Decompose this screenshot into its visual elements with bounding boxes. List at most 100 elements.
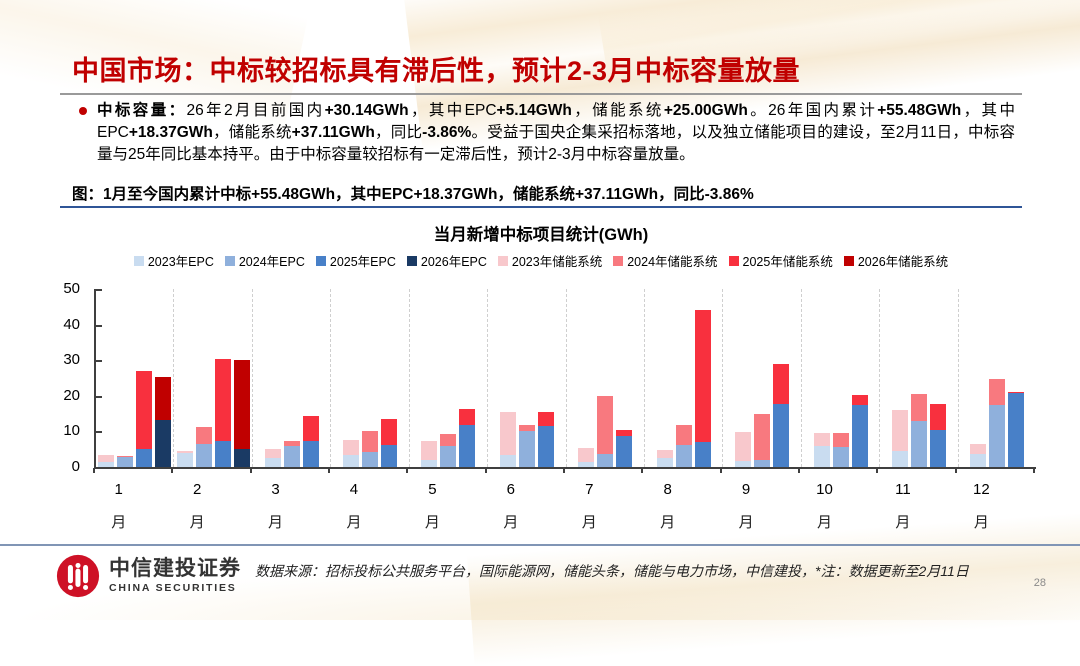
epc-segment [910,420,927,467]
epc-segment [136,449,153,467]
storage-segment [342,440,359,456]
stacked-bar [214,358,231,467]
storage-segment [155,376,172,420]
chart-legend: 2023年EPC 2024年EPC 2025年EPC 2026年EPC 2023年储能系… [60,251,1022,270]
epc-segment [832,447,849,467]
legend-label: 2024年储能系统 [627,255,718,269]
caption-divider [60,206,1022,208]
epc-segment [421,459,438,467]
x-axis-label: 2 [192,481,202,498]
summary-segment: ，同比 [374,124,423,141]
china-securities-logo-icon [56,554,100,598]
legend-item: 2024年EPC [224,251,305,270]
storage-segment [773,364,790,405]
x-axis-label: 9 [741,481,751,498]
month-group-11: 11 月 [880,289,959,531]
stacked-bar [459,408,476,467]
legend-label: 2023年EPC [147,255,214,269]
legend-label: 2024年EPC [238,255,305,269]
storage-segment [597,395,614,454]
epc-segment [233,448,250,467]
legend-swatch-icon [728,255,739,266]
epc-segment [214,441,231,467]
legend-swatch-icon [613,255,624,266]
storage-segment [361,431,378,452]
epc-segment [597,453,614,467]
epc-segment [499,454,516,467]
x-axis-label-suffix: 月 [189,514,205,531]
storage-segment [735,432,752,461]
storage-segment [195,427,212,444]
epc-segment [117,457,134,467]
summary-segment: ，储能系统 [212,124,292,141]
storage-segment [851,395,868,406]
data-source-note: 数据来源：招标投标公共服务平台，国际能源网，储能头条，储能与电力市场，中信建投，… [255,563,969,579]
storage-segment [832,433,849,448]
stacked-bar [616,430,633,467]
epc-segment [302,440,319,467]
storage-segment [970,444,987,455]
chart-title: 当月新增中标项目统计(GWh) [433,226,649,244]
x-axis-label-suffix: 月 [111,514,127,531]
y-axis-label: 40 [63,315,80,333]
epc-segment [283,445,300,467]
summary-segment: ，储能系统 [571,102,664,119]
storage-segment [421,441,438,460]
x-axis-label-suffix: 月 [817,514,833,531]
stacked-bar [518,424,535,467]
x-axis-tickmark [249,468,252,473]
y-axis-label: 20 [63,386,80,404]
legend-label: 2025年EPC [329,255,396,269]
bullet-marker [79,107,87,115]
x-axis-tickmark [798,468,800,473]
stacked-bar [440,433,457,467]
x-axis-tickmark [563,468,565,473]
legend-item: 2025年EPC [315,251,396,270]
stacked-bar [578,447,595,467]
storage-segment [656,450,673,458]
epc-segment [380,445,397,467]
epc-segment [929,429,946,467]
stacked-bar [499,411,516,467]
epc-segment [176,452,193,467]
epc-segment [989,405,1006,467]
y-axis-label: 30 [63,351,80,369]
legend-item: 2025年储能系统 [728,251,833,270]
stacked-bar [176,451,193,467]
figure-caption: 图：1月至今国内累计中标+55.48GWh，其中EPC+18.37GWh，储能系… [72,186,754,203]
stacked-bar [597,395,614,467]
storage-segment [499,411,516,455]
stacked-bar [813,433,830,467]
epc-segment [891,451,908,467]
storage-segment [694,310,711,443]
legend-item: 2026年储能系统 [843,251,948,270]
stacked-bar [264,448,281,467]
legend-item: 2023年EPC [133,251,214,270]
stacked-bar [283,441,300,467]
storage-segment [989,379,1006,406]
stacked-bar [754,414,771,467]
stacked-bar [421,441,438,467]
stacked-bar [970,444,987,467]
epc-segment [616,436,633,467]
x-axis-label-suffix: 月 [346,514,362,531]
legend-item: 2023年储能系统 [497,251,602,270]
storage-segment [537,412,554,427]
epc-segment [361,452,378,467]
x-axis-label-suffix: 月 [581,514,597,531]
y-axis-tickmark [96,324,102,327]
storage-segment [910,394,927,421]
stacked-bar [675,424,692,467]
y-axis-label: 50 [63,280,80,297]
x-axis-label-suffix: 月 [424,514,440,531]
legend-swatch-icon [224,255,235,266]
stacked-bar [694,310,711,467]
stacked-bar [851,395,868,467]
stacked-bar [155,376,172,467]
legend-swatch-icon [133,255,144,266]
legend-label: 2026年EPC [420,255,487,269]
epc-segment [694,442,711,467]
storage-segment [616,430,633,437]
